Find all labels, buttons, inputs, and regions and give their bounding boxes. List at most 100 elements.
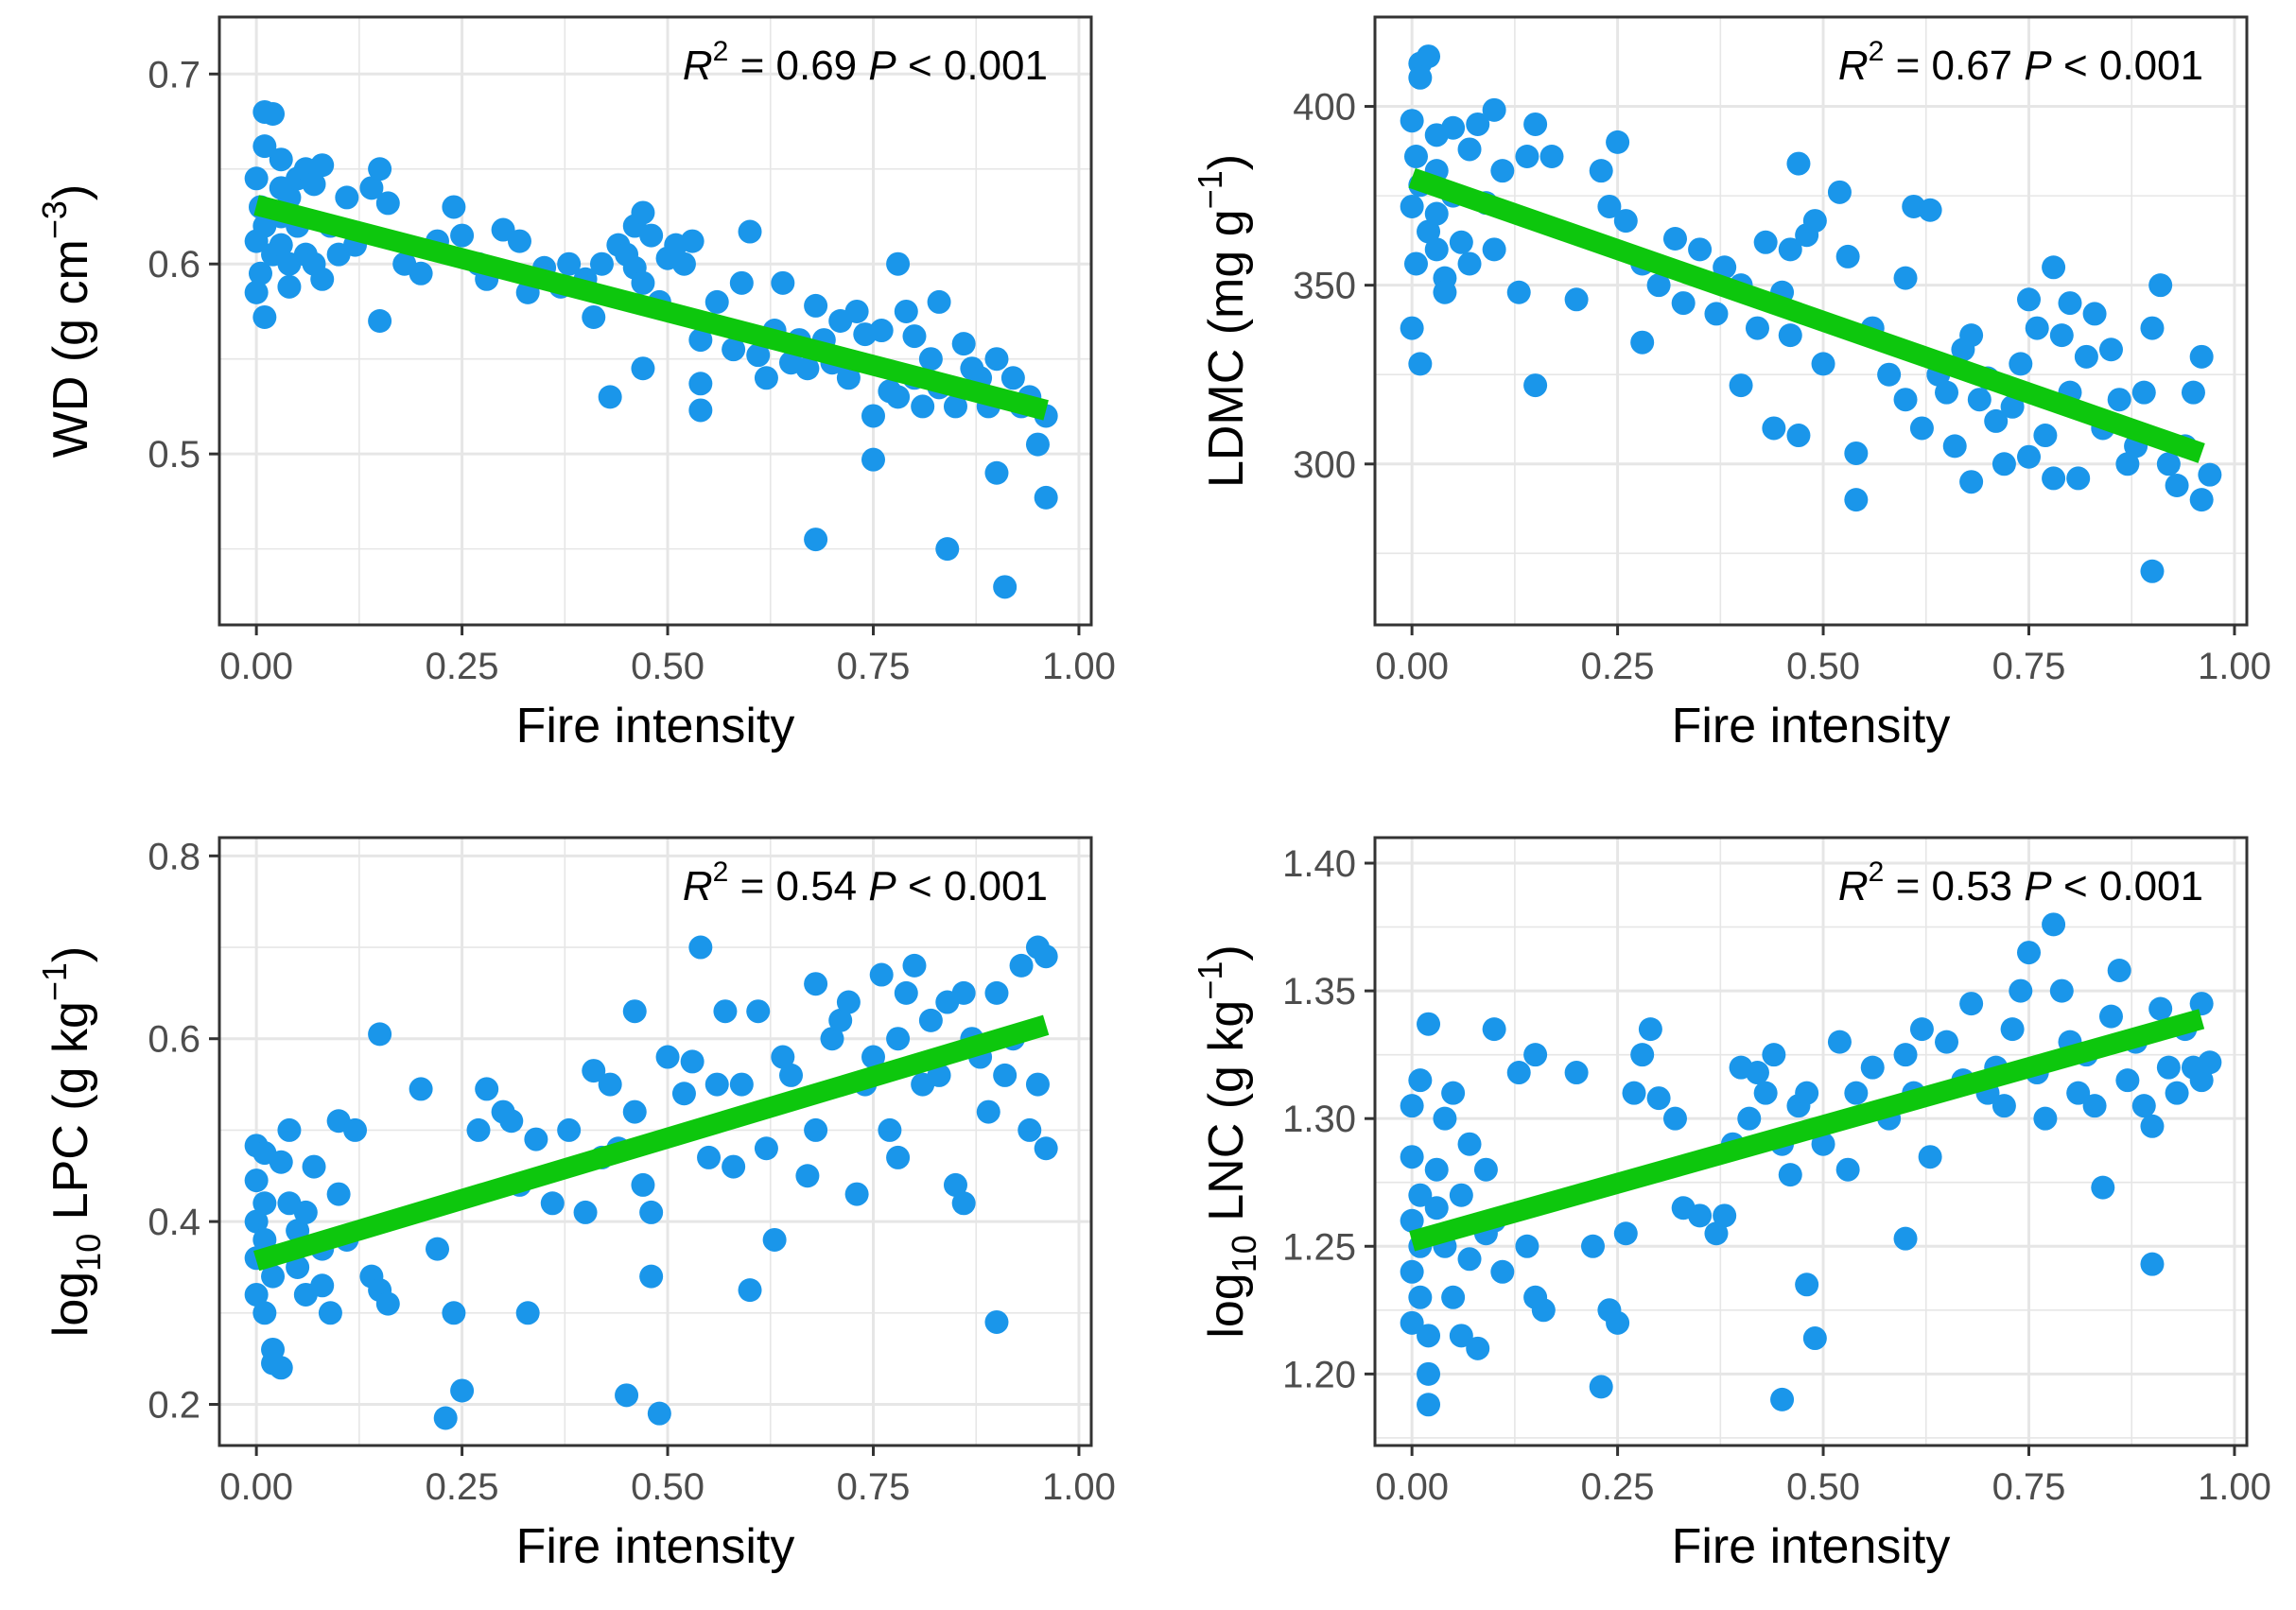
data-point [836,366,861,390]
data-point [368,157,392,182]
data-point [1688,1203,1713,1228]
data-point [499,1109,524,1134]
y-tick-label: 400 [1293,87,1356,129]
data-point [359,176,384,200]
y-tick-label: 1.25 [1282,1226,1356,1268]
data-point [326,1182,351,1206]
data-point [1935,380,1959,405]
data-point [746,343,771,368]
data-point [729,270,754,295]
data-point [1417,1324,1441,1348]
data-point [1490,159,1515,183]
data-point [1457,1132,1482,1156]
data-point [1844,1081,1869,1105]
chart-panel-lpc: 0.00 0.25 0.50 0.75 1.00 0.2 0.4 0.6 0.8 Fire int… [35,836,1116,1574]
y-axis-label: LDMC (mg g−1) [1191,154,1254,488]
chart-panel-lnc: 0.00 0.25 0.50 0.75 1.00 1.20 1.25 1.30 1.35 1.40… [1191,836,2271,1574]
panel-border [1373,15,2249,627]
data-point [1400,1145,1424,1169]
data-point [2156,1055,2181,1080]
data-point [1606,1310,1630,1335]
data-point [1778,237,1802,262]
data-point [631,270,655,295]
data-point [573,1200,598,1224]
data-point [244,1282,269,1307]
x-tick-label: 0.25 [426,646,499,687]
data-point [1835,1157,1860,1182]
data-point [2049,323,2074,348]
data-point [1482,1017,1506,1042]
data-point [631,356,655,381]
data-point [738,219,762,244]
data-point [1408,352,1433,376]
data-point [984,980,1009,1005]
data-point [1909,1017,1934,1042]
data-point [671,1082,696,1106]
data-point [820,1027,844,1051]
data-point [252,304,277,329]
data-point [1515,145,1539,169]
panel-border [1373,836,2249,1447]
chart-panel-wd: 0.00 0.25 0.50 0.75 1.00 0.5 0.6 0.7 Fire intens… [35,15,1116,753]
data-point [1827,180,1852,204]
data-point [1400,1208,1424,1233]
data-point [1408,1285,1433,1309]
data-point [911,394,935,419]
data-point [2000,394,2025,419]
data-point [984,1309,1009,1334]
y-tick-label: 1.40 [1282,843,1356,885]
data-point [1417,1393,1441,1417]
y-axis-label: WD (g cm−3) [35,184,98,458]
data-point [1449,1324,1473,1348]
data-point [1646,1086,1671,1111]
data-point [1441,115,1466,140]
data-point [1523,112,1548,136]
data-point [475,1077,499,1101]
data-point [951,1191,976,1216]
y-tick-label: 350 [1293,266,1356,307]
data-point [335,185,359,210]
data-point [310,153,335,178]
data-point [688,372,713,396]
data-point [2189,992,2214,1016]
data-point [2058,291,2082,316]
data-point [1417,1012,1441,1036]
x-tick-label: 0.50 [1786,646,1860,687]
data-point [540,1191,565,1216]
data-point [828,1008,853,1032]
data-point [680,229,704,253]
y-tick-label: 0.4 [148,1202,200,1243]
data-point [886,251,911,276]
data-point [2140,1252,2165,1276]
data-point [680,1049,704,1074]
data-point [2009,978,2033,1003]
data-point [557,1117,582,1142]
data-point [248,261,272,286]
data-point [1802,1326,1827,1351]
data-point [1835,244,1860,268]
x-tick-label: 0.25 [1581,1466,1655,1508]
data-point [244,1169,269,1193]
data-point [754,366,778,390]
data-point [861,404,885,428]
data-point [269,147,293,172]
data-point [1893,1226,1918,1251]
data-point [779,1063,804,1087]
data-point [442,1301,466,1325]
data-point [2098,1004,2123,1029]
data-point [647,1401,671,1426]
data-point [2198,1050,2222,1075]
data-point [1762,416,1786,441]
data-point [804,1117,828,1142]
data-point [1811,1132,1835,1156]
data-point [1860,1055,1885,1080]
data-point [2148,996,2173,1021]
data-point [2091,1175,2115,1200]
x-tick-label: 0.75 [837,1466,911,1508]
data-point [1034,485,1058,510]
data-point [368,1022,392,1047]
data-point [1408,1068,1433,1093]
data-point [1539,145,1564,169]
data-point [269,1150,293,1174]
data-point [688,398,713,423]
